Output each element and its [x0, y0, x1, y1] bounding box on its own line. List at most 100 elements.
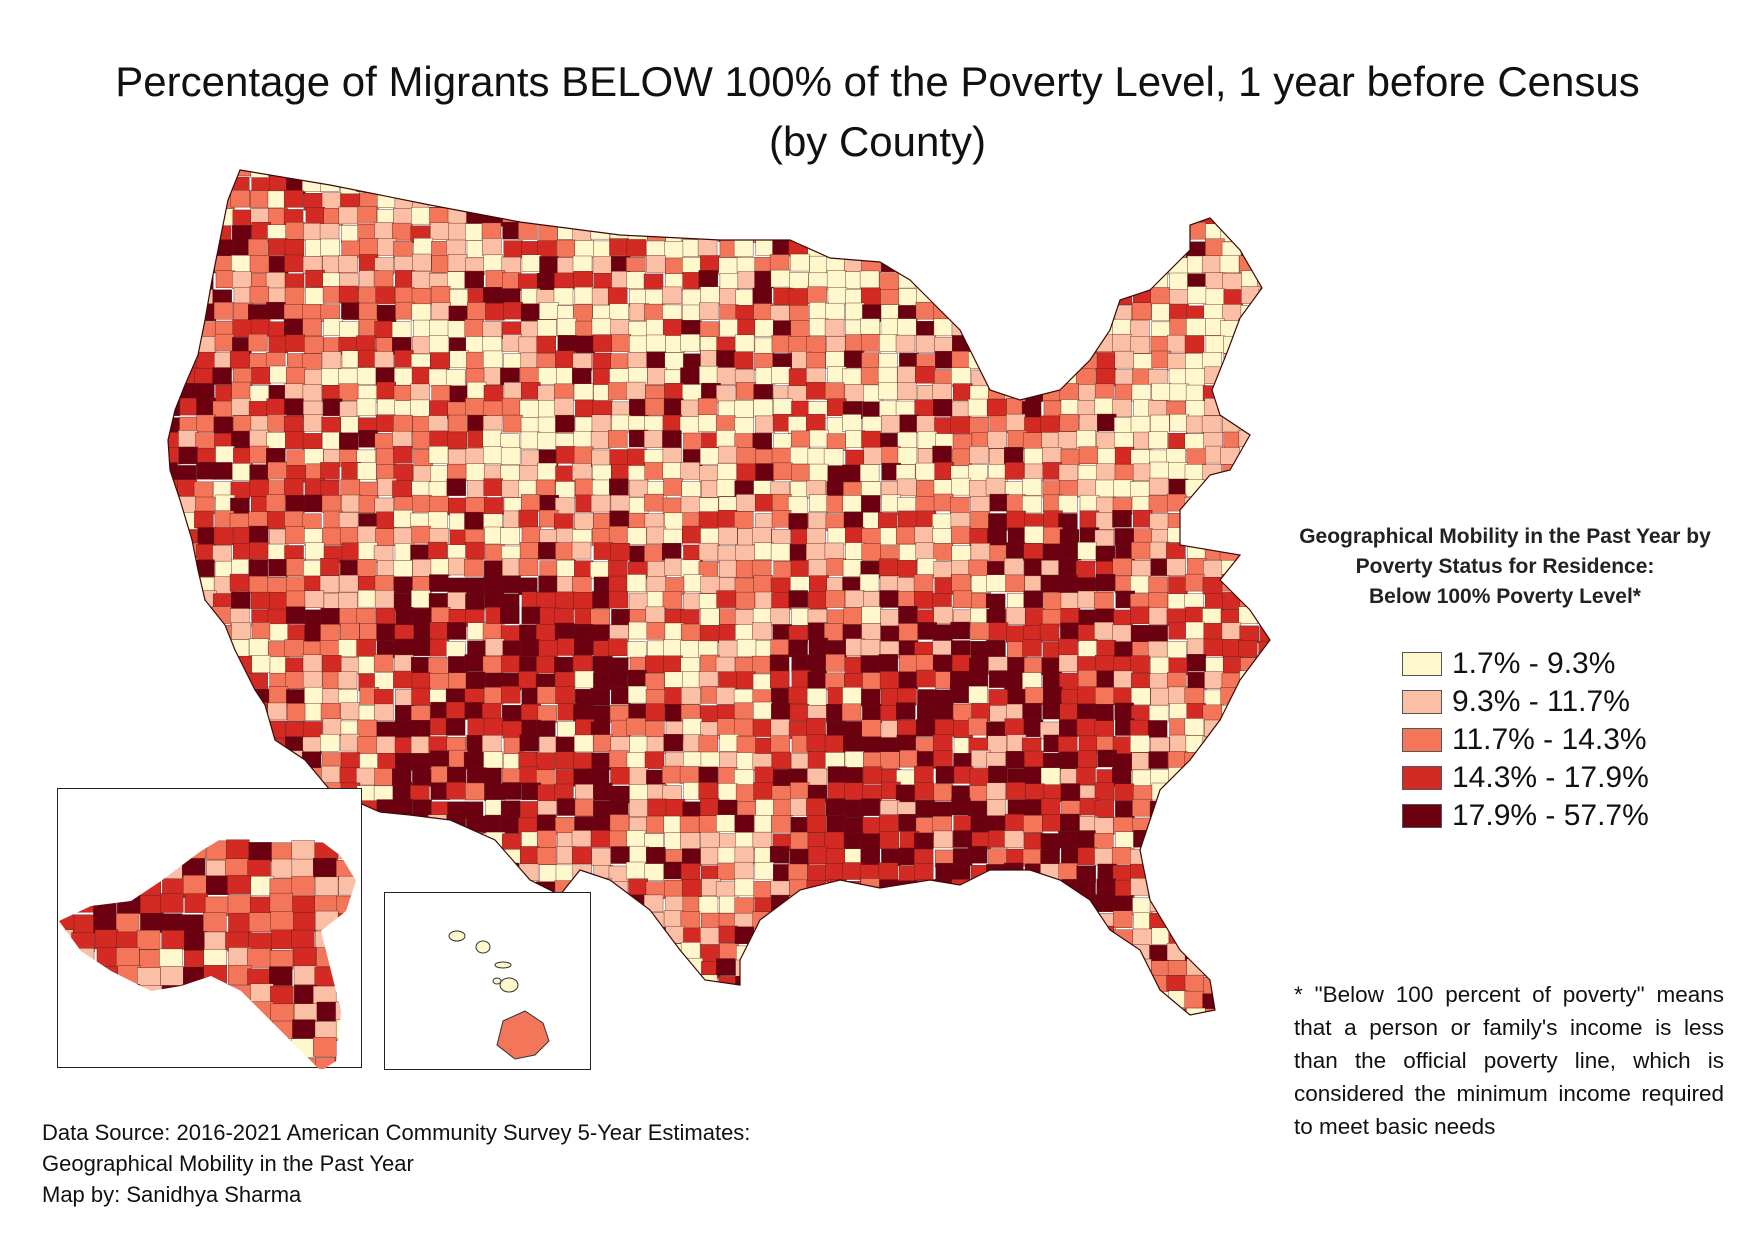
county-cell [537, 173, 557, 192]
county-cell [72, 1002, 96, 1023]
county-cell [1148, 238, 1169, 256]
county-cell [590, 494, 611, 513]
county-cell [1259, 336, 1270, 354]
county-cell [861, 736, 882, 754]
county-cell [917, 929, 937, 947]
county-cell [627, 170, 647, 177]
county-cell [771, 703, 791, 721]
county-cell [1220, 494, 1241, 512]
county-cell [1186, 864, 1206, 883]
county-cell [1204, 671, 1224, 689]
county-cell [932, 206, 953, 224]
county-cell [320, 558, 340, 576]
county-cell [270, 911, 294, 931]
county-cell [1040, 798, 1061, 816]
county-cell [94, 839, 118, 860]
county-cell [1095, 894, 1115, 912]
county-cell [1239, 398, 1259, 417]
county-cell [1183, 926, 1204, 944]
county-cell [951, 351, 972, 369]
county-cell [987, 431, 1007, 449]
county-cell [466, 381, 487, 400]
county-cell [1168, 224, 1188, 242]
county-cell [1005, 975, 1026, 994]
county-cell [1114, 702, 1134, 721]
county-cell [1058, 638, 1078, 657]
county-cell [1169, 318, 1189, 336]
county-cell [321, 416, 341, 435]
county-cell [1150, 864, 1170, 883]
county-cell [608, 526, 629, 544]
county-cell [680, 686, 701, 705]
county-cell [556, 318, 577, 336]
county-cell [735, 289, 755, 308]
county-cell [662, 462, 682, 481]
county-cell [1097, 170, 1117, 178]
county-cell [825, 863, 845, 881]
county-cell [360, 1058, 363, 1069]
county-cell [755, 238, 776, 256]
county-cell [1114, 174, 1134, 193]
county-cell [986, 367, 1006, 385]
county-cell [184, 1004, 208, 1024]
county-cell [338, 255, 358, 273]
county-cell [428, 446, 449, 464]
county-cell [1256, 447, 1270, 465]
county-cell [93, 1038, 118, 1059]
county-cell [860, 639, 881, 657]
county-cell [1078, 270, 1098, 288]
county-cell [790, 560, 811, 578]
county-cell [734, 702, 754, 720]
county-cell [464, 702, 484, 720]
county-cell [681, 481, 701, 499]
county-cell [249, 479, 270, 497]
county-cell [357, 719, 377, 738]
county-cell [232, 463, 252, 481]
county-cell [752, 719, 773, 737]
county-cell [1130, 655, 1150, 673]
county-cell [989, 879, 1009, 897]
county-cell [951, 574, 971, 592]
county-cell [989, 176, 1009, 194]
county-cell [1131, 752, 1151, 771]
county-cell [643, 209, 664, 228]
county-cell [177, 753, 197, 771]
county-cell [411, 287, 432, 306]
county-cell [268, 686, 289, 704]
county-cell [933, 606, 953, 624]
county-cell [194, 737, 215, 755]
county-cell [72, 841, 96, 862]
county-cell [429, 430, 449, 449]
county-cell [1221, 896, 1241, 914]
county-cell [1005, 366, 1025, 384]
county-cell [502, 176, 522, 194]
county-cell [1169, 703, 1189, 721]
county-cell [1023, 766, 1043, 784]
county-cell [573, 704, 593, 722]
county-cell [878, 381, 898, 400]
county-cell [1203, 525, 1224, 544]
county-cell [609, 478, 629, 496]
county-cell [755, 170, 775, 179]
county-cell [1240, 191, 1261, 210]
county-cell [952, 927, 972, 945]
county-cell [791, 206, 811, 224]
county-cell [754, 591, 775, 610]
county-cell [611, 176, 631, 194]
county-cell [899, 654, 919, 673]
county-cell [176, 703, 197, 721]
county-cell [249, 525, 269, 544]
county-cell [1042, 447, 1062, 465]
county-cell [952, 288, 972, 307]
county-cell [1060, 305, 1081, 323]
county-cell [464, 511, 484, 530]
county-cell [1168, 576, 1188, 594]
county-cell [1094, 800, 1115, 818]
county-cell [250, 318, 271, 337]
county-cell [1079, 287, 1099, 305]
county-cell [916, 654, 936, 672]
county-cell [880, 895, 900, 914]
county-cell [593, 944, 613, 962]
county-cell [593, 910, 613, 928]
county-cell [1202, 799, 1222, 818]
